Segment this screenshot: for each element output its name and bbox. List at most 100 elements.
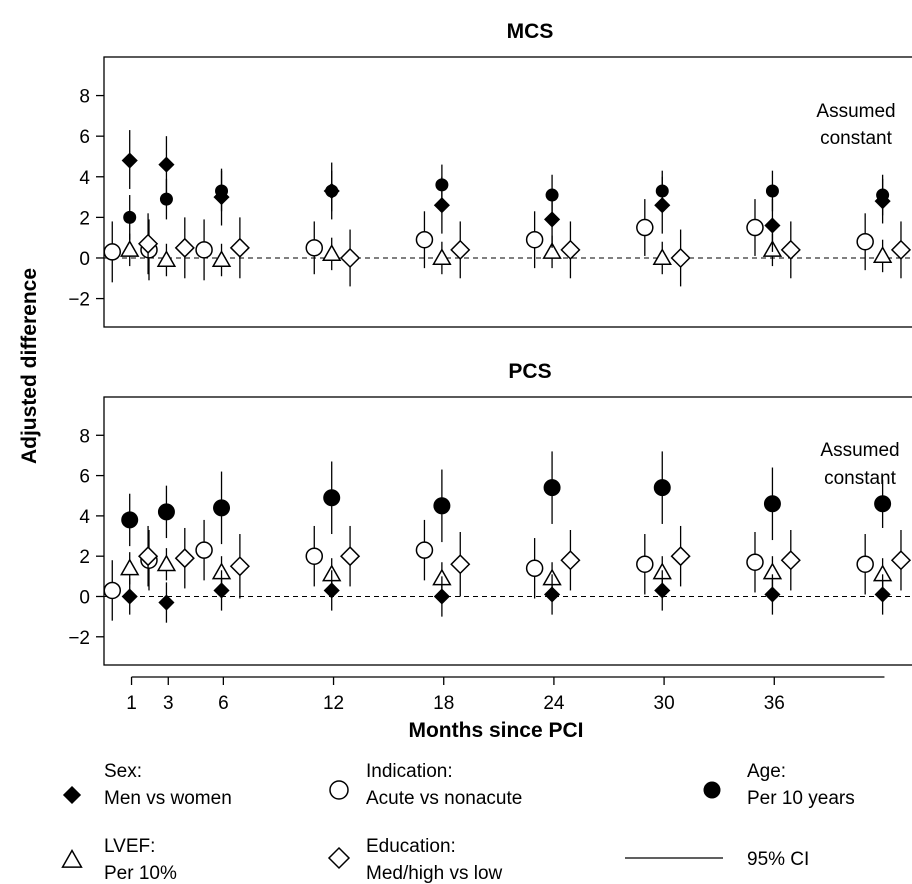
plot-frame-mcs: [103, 56, 912, 328]
y-tick-label-pcs: 8: [79, 426, 90, 447]
point-sex-pcs: [121, 588, 138, 605]
point-lvef-mcs: [322, 244, 342, 261]
x-tick-label: 36: [764, 693, 785, 714]
point-age-mcs: [159, 192, 173, 206]
x-axis: 1 3 6 12 18 24 30 36: [126, 676, 885, 714]
point-sex-pcs: [213, 582, 230, 599]
note-assumed-mcs: Assumed: [816, 101, 895, 122]
point-education-mcs: [560, 239, 581, 260]
y-tick-label-pcs: 4: [79, 507, 90, 528]
panel-title-mcs: MCS: [507, 20, 554, 43]
legend-label-lvef-detail: Per 10%: [104, 863, 177, 884]
legend-marker-sex: [62, 785, 82, 805]
point-sex-pcs: [874, 586, 891, 603]
point-education-pcs: [670, 546, 691, 567]
point-age-pcs: [433, 497, 451, 515]
point-indication-pcs: [525, 559, 544, 578]
point-lvef-mcs: [211, 250, 232, 268]
point-education-pcs: [340, 546, 361, 567]
point-age-pcs: [543, 479, 561, 497]
legend-marker-lvef: [61, 849, 83, 868]
point-indication-pcs: [856, 555, 874, 573]
point-indication-pcs: [103, 581, 122, 600]
point-education-pcs: [890, 550, 912, 571]
legend-symbol-circle-open: [329, 780, 349, 800]
point-indication-pcs: [636, 555, 654, 573]
point-age-mcs: [215, 184, 229, 198]
point-sex-mcs: [544, 211, 561, 228]
legend-label-lvef-title: LVEF:: [104, 836, 155, 857]
point-age-mcs: [655, 184, 669, 198]
point-education-pcs: [450, 554, 471, 575]
point-education-mcs: [138, 233, 159, 254]
y-tick-label-mcs: 2: [79, 208, 90, 229]
legend-item-ci: 95% CI: [625, 849, 809, 870]
y-tick-label-mcs: 8: [79, 87, 90, 108]
legend-label-education-title: Education:: [366, 836, 456, 857]
x-tick-label: 6: [218, 693, 229, 714]
point-education-mcs: [229, 237, 250, 258]
point-sex-pcs: [654, 582, 671, 599]
x-tick-label: 12: [323, 693, 344, 714]
point-education-mcs: [670, 247, 691, 269]
legend-symbol-diamond-open: [327, 846, 351, 870]
point-education-pcs: [560, 550, 581, 571]
x-axis-title: Months since PCI: [408, 719, 583, 742]
point-age-pcs: [157, 503, 175, 521]
note-constant-pcs: constant: [824, 468, 897, 489]
legend-item-indication: Indication: Acute vs nonacute: [329, 761, 522, 809]
point-indication-mcs: [636, 218, 654, 237]
point-education-pcs: [174, 548, 195, 569]
point-age-mcs: [325, 184, 339, 198]
legend-label-indication-detail: Acute vs nonacute: [366, 788, 522, 809]
point-indication-pcs: [195, 541, 213, 559]
point-indication-mcs: [525, 230, 544, 249]
point-sex-mcs: [121, 152, 138, 169]
point-education-pcs: [780, 550, 801, 571]
x-tick-label: 1: [126, 693, 137, 714]
y-tick-label-pcs: 2: [79, 547, 90, 568]
panel-mcs: MCS Assumed constant −2 0 2 4 6 8: [68, 20, 912, 328]
point-sex-mcs: [764, 217, 781, 234]
point-age-pcs: [121, 511, 139, 529]
y-tick-label-pcs: −2: [68, 628, 90, 649]
legend-label-age-detail: Per 10 years: [747, 788, 855, 809]
x-tick-label: 18: [433, 693, 454, 714]
point-age-mcs: [765, 184, 779, 198]
point-sex-pcs: [323, 582, 340, 599]
point-sex-mcs: [158, 156, 175, 173]
x-tick-label: 24: [543, 693, 565, 714]
point-age-mcs: [435, 178, 449, 192]
point-indication-mcs: [195, 241, 213, 259]
legend-symbol-triangle-open: [61, 849, 83, 868]
point-age-mcs: [876, 188, 890, 202]
x-tick-label: 30: [654, 693, 675, 714]
y-axis-title: Adjusted difference: [18, 268, 41, 464]
point-education-pcs: [229, 556, 250, 577]
point-indication-pcs: [305, 547, 324, 565]
point-indication-pcs: [415, 541, 434, 559]
point-education-pcs: [138, 546, 159, 567]
point-education-mcs: [174, 237, 195, 258]
point-education-mcs: [450, 239, 471, 260]
legend-item-lvef: LVEF: Per 10%: [61, 836, 177, 884]
y-tick-label-pcs: 6: [79, 467, 90, 488]
point-age-mcs: [545, 188, 559, 202]
point-age-pcs: [323, 489, 341, 507]
y-tick-label-mcs: 6: [79, 127, 90, 148]
y-tick-label-pcs: 0: [79, 587, 90, 608]
legend-symbol-diamond-filled: [62, 785, 82, 805]
point-sex-pcs: [433, 588, 450, 605]
legend-label-sex-detail: Men vs women: [104, 788, 232, 809]
point-education-mcs: [890, 239, 912, 260]
y-tick-label-mcs: 0: [79, 249, 90, 270]
point-lvef-pcs: [156, 554, 177, 572]
point-education-mcs: [780, 239, 801, 260]
point-indication-mcs: [746, 218, 764, 237]
point-indication-mcs: [305, 239, 324, 257]
point-age-mcs: [123, 210, 137, 224]
point-indication-mcs: [103, 243, 122, 261]
x-tick-label: 3: [163, 693, 174, 714]
legend-marker-indication: [329, 780, 349, 800]
